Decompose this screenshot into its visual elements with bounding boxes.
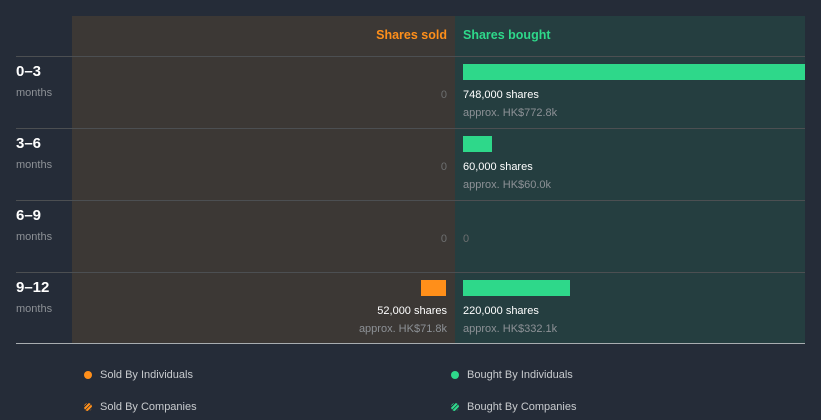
divider (16, 128, 805, 129)
shares-sold-header: Shares sold (376, 28, 447, 42)
legend-label: Bought By Individuals (467, 369, 573, 381)
legend-bought-companies[interactable]: Bought By Companies (451, 401, 576, 413)
bought-approx-value: approx. HK$332.1k (463, 323, 558, 335)
bought-zero-value: 0 (463, 233, 470, 245)
bought-shares: 748,000 shares (463, 89, 539, 101)
divider (16, 200, 805, 201)
legend-bought-individuals[interactable]: Bought By Individuals (451, 369, 573, 381)
sold-shares: 52,000 shares (377, 305, 447, 317)
divider (16, 56, 805, 57)
bought-approx-value: approx. HK$60.0k (463, 179, 552, 191)
orange-hatched-icon (84, 403, 92, 411)
green-dot-icon (451, 371, 459, 379)
legend-sold-companies[interactable]: Sold By Companies (84, 401, 197, 413)
legend-label: Bought By Companies (467, 401, 577, 413)
green-hatched-icon (451, 403, 459, 411)
period-unit: months (16, 87, 53, 99)
bought-bar[interactable] (463, 64, 805, 80)
bought-bar[interactable] (463, 280, 570, 296)
period-label: 9–12 (16, 279, 50, 296)
orange-dot-icon (84, 371, 92, 379)
period-unit: months (16, 231, 53, 243)
legend-label: Sold By Companies (100, 401, 197, 413)
bought-bar[interactable] (463, 136, 492, 152)
row-0-3-months: 0–3 months 0 748,000 shares approx. HK$7… (0, 57, 821, 129)
bought-shares: 60,000 shares (463, 161, 533, 173)
legend-sold-individuals[interactable]: Sold By Individuals (84, 369, 193, 381)
period-unit: months (16, 303, 53, 315)
row-6-9-months: 6–9 months 0 0 (0, 201, 821, 273)
legend-label: Sold By Individuals (100, 369, 193, 381)
period-label: 0–3 (16, 63, 42, 80)
sold-bar[interactable] (421, 280, 446, 296)
sold-approx-value: approx. HK$71.8k (358, 323, 447, 335)
row-9-12-months: 9–12 months 52,000 shares approx. HK$71.… (0, 273, 821, 345)
period-label: 6–9 (16, 207, 42, 224)
bought-approx-value: approx. HK$772.8k (463, 107, 558, 119)
divider (16, 272, 805, 273)
sold-zero-value: 0 (440, 89, 447, 101)
shares-bought-header: Shares bought (463, 28, 551, 42)
period-unit: months (16, 159, 53, 171)
period-label: 3–6 (16, 135, 42, 152)
bought-shares: 220,000 shares (463, 305, 539, 317)
sold-zero-value: 0 (440, 161, 447, 173)
sold-panel (72, 16, 455, 343)
sold-zero-value: 0 (440, 233, 447, 245)
row-3-6-months: 3–6 months 0 60,000 shares approx. HK$60… (0, 129, 821, 201)
baseline-axis (16, 343, 805, 344)
